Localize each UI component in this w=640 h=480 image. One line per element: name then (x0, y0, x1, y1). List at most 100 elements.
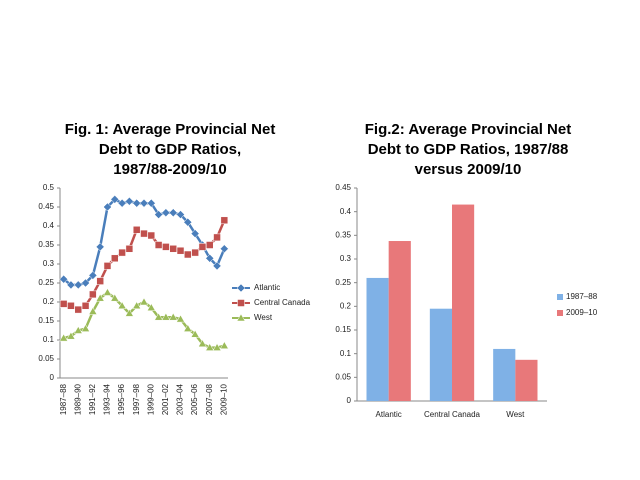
y-tick-label: 0.15 (38, 316, 54, 325)
y-tick-label: 0.25 (38, 278, 54, 287)
marker (154, 241, 163, 249)
marker (168, 208, 178, 218)
marker (103, 262, 112, 270)
y-tick-label: 0.45 (335, 183, 351, 192)
marker (88, 306, 98, 315)
marker (190, 229, 200, 238)
marker (205, 253, 215, 263)
marker (117, 301, 127, 310)
marker (111, 254, 119, 263)
y-tick-label: 0 (50, 373, 55, 382)
legend-label: 1987–88 (566, 292, 598, 301)
marker (190, 329, 200, 338)
y-tick-label: 0.2 (43, 297, 55, 306)
marker (59, 274, 69, 284)
y-tick-label: 0.3 (340, 254, 352, 263)
legend-swatch (557, 294, 563, 300)
x-tick-label: West (506, 410, 525, 419)
marker (176, 246, 185, 255)
marker (95, 242, 105, 252)
y-tick-label: 0.4 (43, 221, 55, 230)
marker (176, 210, 185, 219)
marker (132, 226, 141, 234)
marker (147, 231, 156, 240)
marker (125, 245, 134, 253)
marker (183, 324, 193, 332)
chart-title: Debt to GDP Ratios, 1987/88 (368, 141, 569, 158)
y-tick-label: 0.1 (43, 335, 55, 344)
marker (212, 261, 222, 271)
marker (67, 302, 75, 310)
x-tick-label: 1997–98 (132, 383, 141, 415)
marker (66, 331, 76, 340)
x-tick-label: 1989–90 (73, 383, 82, 415)
legend-marker (236, 313, 246, 322)
marker (139, 198, 149, 208)
chart-title: Fig. 1: Average Provincial Net (65, 121, 276, 138)
marker (59, 300, 68, 308)
marker (162, 243, 170, 251)
marker (154, 210, 163, 219)
bar (452, 204, 475, 401)
marker (183, 217, 193, 227)
y-tick-label: 0.35 (38, 240, 54, 249)
y-tick-label: 0.45 (38, 202, 54, 211)
marker (132, 198, 142, 208)
marker (205, 343, 215, 351)
y-tick-label: 0.3 (43, 259, 55, 268)
marker (66, 280, 76, 290)
legend-label: Atlantic (254, 283, 280, 292)
legend-label: Central Canada (254, 298, 311, 307)
marker (176, 314, 185, 323)
marker (117, 198, 127, 208)
marker (88, 271, 98, 280)
marker (198, 339, 207, 348)
x-tick-label: 2003–04 (176, 383, 185, 415)
x-tick-label: Central Canada (424, 410, 481, 419)
x-tick-label: 1993–94 (103, 383, 112, 415)
marker (140, 229, 148, 238)
legend-label: 2009–10 (566, 308, 598, 317)
y-tick-label: 0.2 (340, 301, 352, 310)
y-tick-label: 0 (347, 396, 352, 405)
x-tick-label: 2001–02 (161, 383, 170, 415)
bar (429, 308, 452, 401)
marker (212, 343, 222, 351)
chart-title: Fig.2: Average Provincial Net (365, 121, 571, 138)
marker (146, 198, 156, 208)
x-tick-label: 1995–96 (117, 383, 126, 415)
marker (110, 195, 120, 204)
y-tick-label: 0.05 (335, 372, 351, 381)
marker (169, 245, 177, 253)
y-tick-label: 0.4 (340, 207, 352, 216)
x-tick-label: 1999–00 (146, 383, 155, 415)
marker (59, 333, 69, 342)
chart-title: 1987/88-2009/10 (113, 161, 226, 178)
marker (125, 196, 134, 206)
y-tick-label: 0.1 (340, 349, 352, 358)
marker (124, 308, 134, 317)
legend-marker (237, 299, 245, 307)
marker (220, 216, 229, 225)
marker (146, 303, 156, 311)
chart-title: versus 2009/10 (415, 161, 522, 178)
marker (213, 233, 221, 242)
marker (184, 250, 192, 259)
bar (515, 359, 538, 401)
marker (74, 305, 83, 314)
x-tick-label: 2009–10 (219, 383, 228, 415)
marker (103, 287, 112, 296)
x-tick-label: 2007–08 (205, 383, 214, 415)
y-tick-label: 0.05 (38, 354, 54, 363)
marker (198, 243, 207, 251)
marker (95, 293, 105, 302)
legend-swatch (557, 310, 563, 316)
marker (89, 290, 97, 299)
marker (161, 208, 171, 218)
marker (205, 241, 214, 249)
marker (154, 312, 164, 321)
marker (219, 341, 229, 349)
marker (168, 312, 178, 321)
x-tick-label: Atlantic (376, 410, 402, 419)
